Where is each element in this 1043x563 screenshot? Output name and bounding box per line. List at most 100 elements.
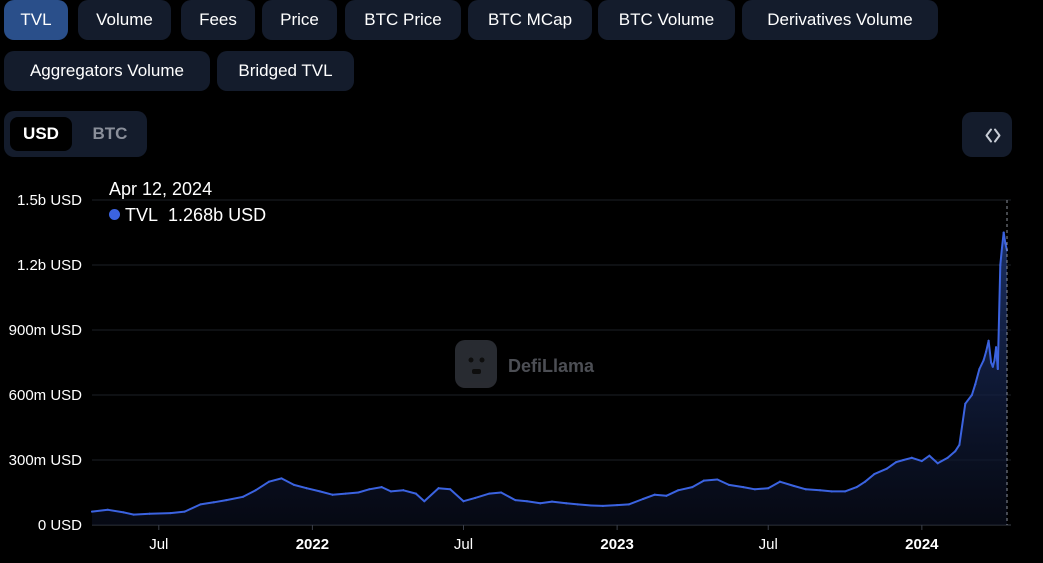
tvl-data-point [500,491,503,494]
tvl-data-point [793,485,796,487]
tvl-line-segment [318,490,334,496]
embed-button[interactable] [962,112,1012,157]
tab-bridged-tvl[interactable]: Bridged TVL [217,51,354,91]
tvl-data-point [225,499,228,502]
tvl-line-segment [936,456,949,465]
x-tick-label: Jul [454,536,473,553]
tvl-data-point [985,350,988,353]
tvl-line-segment [954,443,961,453]
tvl-data-point [551,500,553,503]
x-tick-label: Jul [759,536,778,553]
tvl-series-points [91,231,1008,516]
tvl-line-segment [254,480,270,492]
tvl-data-point [368,488,371,491]
tvl-data-point [665,494,668,497]
tvl-data-point [132,513,135,516]
tvl-line-segment [742,486,756,491]
tvl-data-point [462,500,465,503]
tvl-data-point [970,394,973,396]
tvl-data-point [539,502,542,505]
tvl-data-point [1001,246,1003,249]
tvl-data-point [616,504,619,507]
tvl-line-segment [642,493,656,500]
tvl-data-point [389,490,392,493]
tvl-line-segment [414,492,426,503]
tooltip-series: TVL [125,205,159,225]
tvl-line-segment [122,511,135,516]
tvl-data-point [169,512,172,515]
tvl-line-segment [665,489,680,497]
tvl-data-point [437,487,440,490]
tvl-line-segment [974,368,981,386]
tvl-data-point [716,478,719,481]
llama-logo-icon [455,339,497,388]
tvl-data-point [318,490,321,493]
tvl-line-segment [855,480,867,489]
tvl-line-segment [728,483,745,489]
tvl-data-point [423,500,426,503]
tvl-line-segment [488,491,503,495]
tvl-data-point [357,491,360,494]
tvl-data-point [601,504,604,507]
tvl-line-segment [169,510,186,515]
y-tick-label: 1.5b USD [17,192,82,209]
y-axis: 0 USD 300m USD 600m USD 900m USD 1.2b USD 1.5… [9,192,83,534]
tab-btc-price[interactable]: BTC Price [345,0,461,40]
tvl-line-segment [357,488,371,494]
tab-volume[interactable]: Volume [78,0,171,40]
tvl-data-point [885,467,888,470]
tab-derivatives-volume[interactable]: Derivatives Volume [742,0,938,40]
x-tick-label: 2024 [905,536,939,553]
tvl-line-segment [576,503,593,507]
tvl-data-point [844,490,846,493]
tab-fees[interactable]: Fees [181,0,255,40]
tvl-line-segment [462,496,477,503]
tvl-line-segment [199,501,215,506]
tvl-data-point [488,492,491,495]
y-tick-label: 300m USD [9,452,83,469]
tvl-line-segment [344,491,360,495]
tvl-data-point [344,492,347,495]
tvl-data-point [767,487,770,490]
tvl-line-segment [716,478,730,486]
tvl-data-point [964,402,967,405]
tab-btc-mcap[interactable]: BTC MCap [468,0,592,40]
tvl-data-point [199,503,202,506]
currency-btc-button[interactable]: BTC [80,117,140,151]
tvl-data-point [305,487,308,490]
tvl-data-point [954,450,957,453]
tvl-line-segment [920,454,931,463]
tab-price[interactable]: Price [262,0,337,40]
tvl-line-segment [946,450,957,459]
tvl-line-segment [991,359,996,368]
tvl-line-segment [280,477,295,486]
tvl-line-segment [132,512,151,516]
tvl-line-segment [895,459,905,464]
tvl-data-point [910,456,913,459]
tvl-line-segment [767,480,781,490]
tooltip-row: TVL 1.268b USD [109,205,266,226]
tvl-data-point [254,489,257,492]
tvl-data-point [331,493,334,496]
y-tick-label: 600m USD [9,387,83,404]
tvl-line-segment [753,487,770,491]
tvl-chart: 0 USD 300m USD 600m USD 900m USD 1.2b USD 1.5… [9,192,1011,553]
currency-usd-button[interactable]: USD [10,117,72,151]
x-axis: Jul 2022 Jul 2023 Jul 2024 [149,525,939,553]
tvl-data-point [148,512,151,515]
tvl-data-point [627,503,630,506]
tvl-line-segment [449,488,465,503]
tab-tvl[interactable]: TVL [4,0,68,40]
tvl-line-segment [793,485,807,491]
tab-btc-volume[interactable]: BTC Volume [598,0,735,40]
tvl-line-segment [873,467,888,476]
tvl-data-point [122,511,125,514]
tab-aggregators-volume[interactable]: Aggregators Volume [4,51,210,91]
tvl-data-point [380,486,383,489]
tvl-line-segment [331,492,347,496]
tvl-data-point [928,454,931,457]
y-tick-label: 1.2b USD [17,257,82,274]
tvl-data-point [449,488,452,491]
series-dot [109,209,120,220]
tvl-line-segment [380,486,392,493]
